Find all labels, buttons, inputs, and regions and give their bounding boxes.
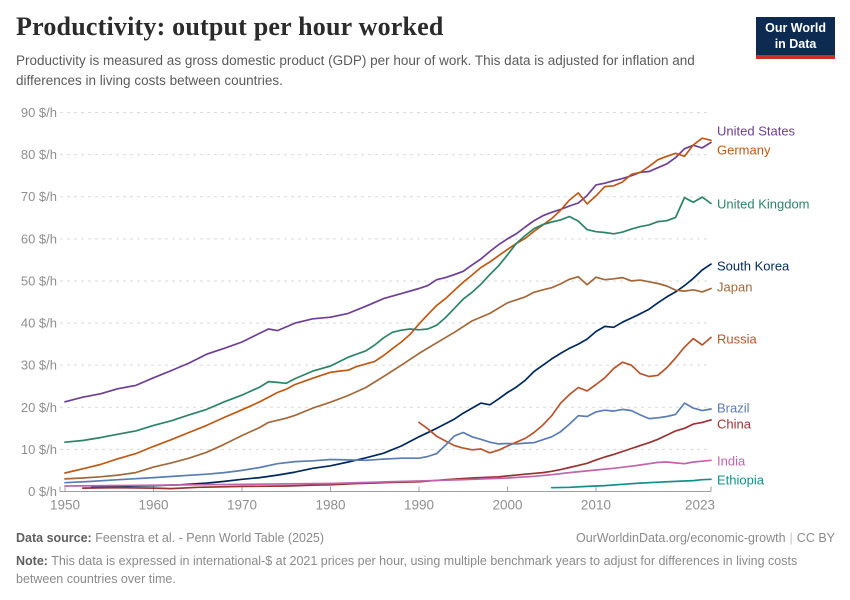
y-tick-label-20: 20 $/h [21, 400, 57, 415]
x-tick-label-2023: 2023 [685, 498, 715, 513]
note-line: Note: This data is expressed in internat… [16, 553, 836, 589]
y-tick-label-30: 30 $/h [21, 358, 57, 373]
x-tick-label-1960: 1960 [138, 498, 168, 513]
y-tick-label-50: 50 $/h [21, 273, 57, 288]
y-tick-label-80: 80 $/h [21, 147, 57, 162]
y-tick-label-0: 0 $/h [28, 484, 57, 499]
series-label-united-states[interactable]: United States [717, 124, 796, 139]
y-tick-label-10: 10 $/h [21, 442, 57, 457]
series-line-russia[interactable] [418, 336, 712, 454]
license-badge[interactable]: CC BY [796, 531, 835, 545]
x-tick-label-1980: 1980 [315, 498, 345, 513]
attribution-separator: | [789, 531, 793, 545]
y-tick-label-90: 90 $/h [21, 105, 57, 120]
x-tick-label-1990: 1990 [404, 498, 434, 513]
series-line-india[interactable] [64, 459, 712, 487]
series-label-japan[interactable]: Japan [717, 280, 752, 295]
series-line-japan[interactable] [64, 275, 712, 480]
series-line-brazil[interactable] [64, 402, 712, 484]
page-title: Productivity: output per hour worked [16, 12, 444, 41]
y-tick-label-40: 40 $/h [21, 316, 57, 331]
series-label-russia[interactable]: Russia [717, 332, 758, 347]
data-source: Data source: Feenstra et al. - Penn Worl… [16, 531, 324, 545]
series-label-united-kingdom[interactable]: United Kingdom [717, 197, 810, 212]
data-source-label: Data source: [16, 531, 92, 545]
x-tick-label-2010: 2010 [581, 498, 611, 513]
note-value: This data is expressed in international-… [16, 554, 798, 586]
note-label: Note: [16, 554, 48, 568]
owid-logo-line2: in Data [774, 36, 817, 51]
y-tick-label-60: 60 $/h [21, 231, 57, 246]
chart-footer: Data source: Feenstra et al. - Penn Worl… [16, 531, 835, 589]
series-label-ethiopia[interactable]: Ethiopia [717, 473, 765, 488]
x-tick-label-1950: 1950 [50, 498, 80, 513]
series-label-india[interactable]: India [717, 454, 746, 469]
series-label-germany[interactable]: Germany [717, 143, 771, 158]
owid-link[interactable]: OurWorldinData.org/economic-growth [575, 531, 786, 545]
owid-logo[interactable]: Our World in Data [756, 17, 835, 60]
x-tick-label-1970: 1970 [227, 498, 257, 513]
series-label-china[interactable]: China [717, 417, 752, 432]
owid-logo-line1: Our World [765, 21, 826, 35]
source-line: Data source: Feenstra et al. - Penn Worl… [16, 531, 835, 545]
series-line-ethiopia[interactable] [550, 478, 712, 489]
series-line-south-korea[interactable] [90, 263, 712, 489]
attribution: OurWorldinData.org/economic-growth | CC BY [576, 531, 835, 545]
series-line-united-kingdom[interactable] [64, 196, 712, 444]
chart-subtitle: Productivity is measured as gross domest… [16, 53, 695, 88]
series-line-germany[interactable] [64, 137, 712, 474]
data-source-value: Feenstra et al. - Penn World Table (2025… [95, 531, 325, 545]
chart-header: Productivity: output per hour worked Pro… [16, 12, 716, 90]
x-tick-label-2000: 2000 [492, 498, 522, 513]
series-label-brazil[interactable]: Brazil [717, 401, 750, 416]
series-label-south-korea[interactable]: South Korea [717, 259, 790, 274]
series-line-china[interactable] [81, 419, 712, 490]
y-tick-label-70: 70 $/h [21, 189, 57, 204]
series-line-united-states[interactable] [64, 141, 712, 403]
